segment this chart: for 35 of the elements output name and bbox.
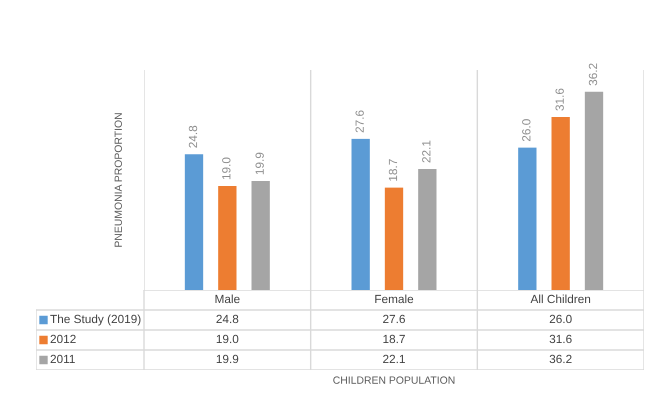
data-label: 22.1 (383, 354, 405, 364)
text: 24.8 (188, 126, 198, 148)
bar (252, 181, 270, 290)
data-label: 26.0 (550, 314, 572, 324)
text: 18.7 (388, 159, 398, 181)
text: 26.0 (522, 119, 530, 142)
bar (218, 186, 236, 290)
legend-label: The Study (2019) (50, 314, 140, 326)
text: CHILDREN POPULATION (333, 376, 454, 384)
bar (384, 188, 404, 290)
text: 36.2 (588, 63, 598, 86)
data-label: 18.7 (383, 334, 405, 344)
x-tick-label: Female (375, 294, 414, 304)
bar (584, 92, 604, 290)
bar (352, 138, 370, 290)
text: 19.9 (255, 152, 264, 174)
legend-label: 2012 (50, 334, 76, 344)
bar (418, 169, 436, 290)
data-label: 24.8 (216, 314, 238, 324)
text: 19.0 (222, 158, 230, 180)
data-label: 19.0 (216, 334, 238, 344)
text: 22.1 (422, 140, 430, 162)
x-tick-label: All Children (530, 294, 590, 304)
bar (518, 148, 536, 290)
data-label: 19.9 (216, 354, 238, 364)
legend-label: 2011 (50, 354, 75, 364)
data-label: 31.6 (550, 334, 572, 344)
data-label: 36.2 (550, 354, 572, 364)
data-label: 27.6 (383, 314, 405, 324)
text: 27.6 (355, 110, 364, 132)
text: 31.6 (555, 88, 564, 111)
x-tick-label: Male (216, 294, 240, 304)
bar (552, 116, 570, 290)
y-axis-title: PNEUMONIA PROPORTION (114, 113, 122, 247)
bar (184, 154, 204, 290)
